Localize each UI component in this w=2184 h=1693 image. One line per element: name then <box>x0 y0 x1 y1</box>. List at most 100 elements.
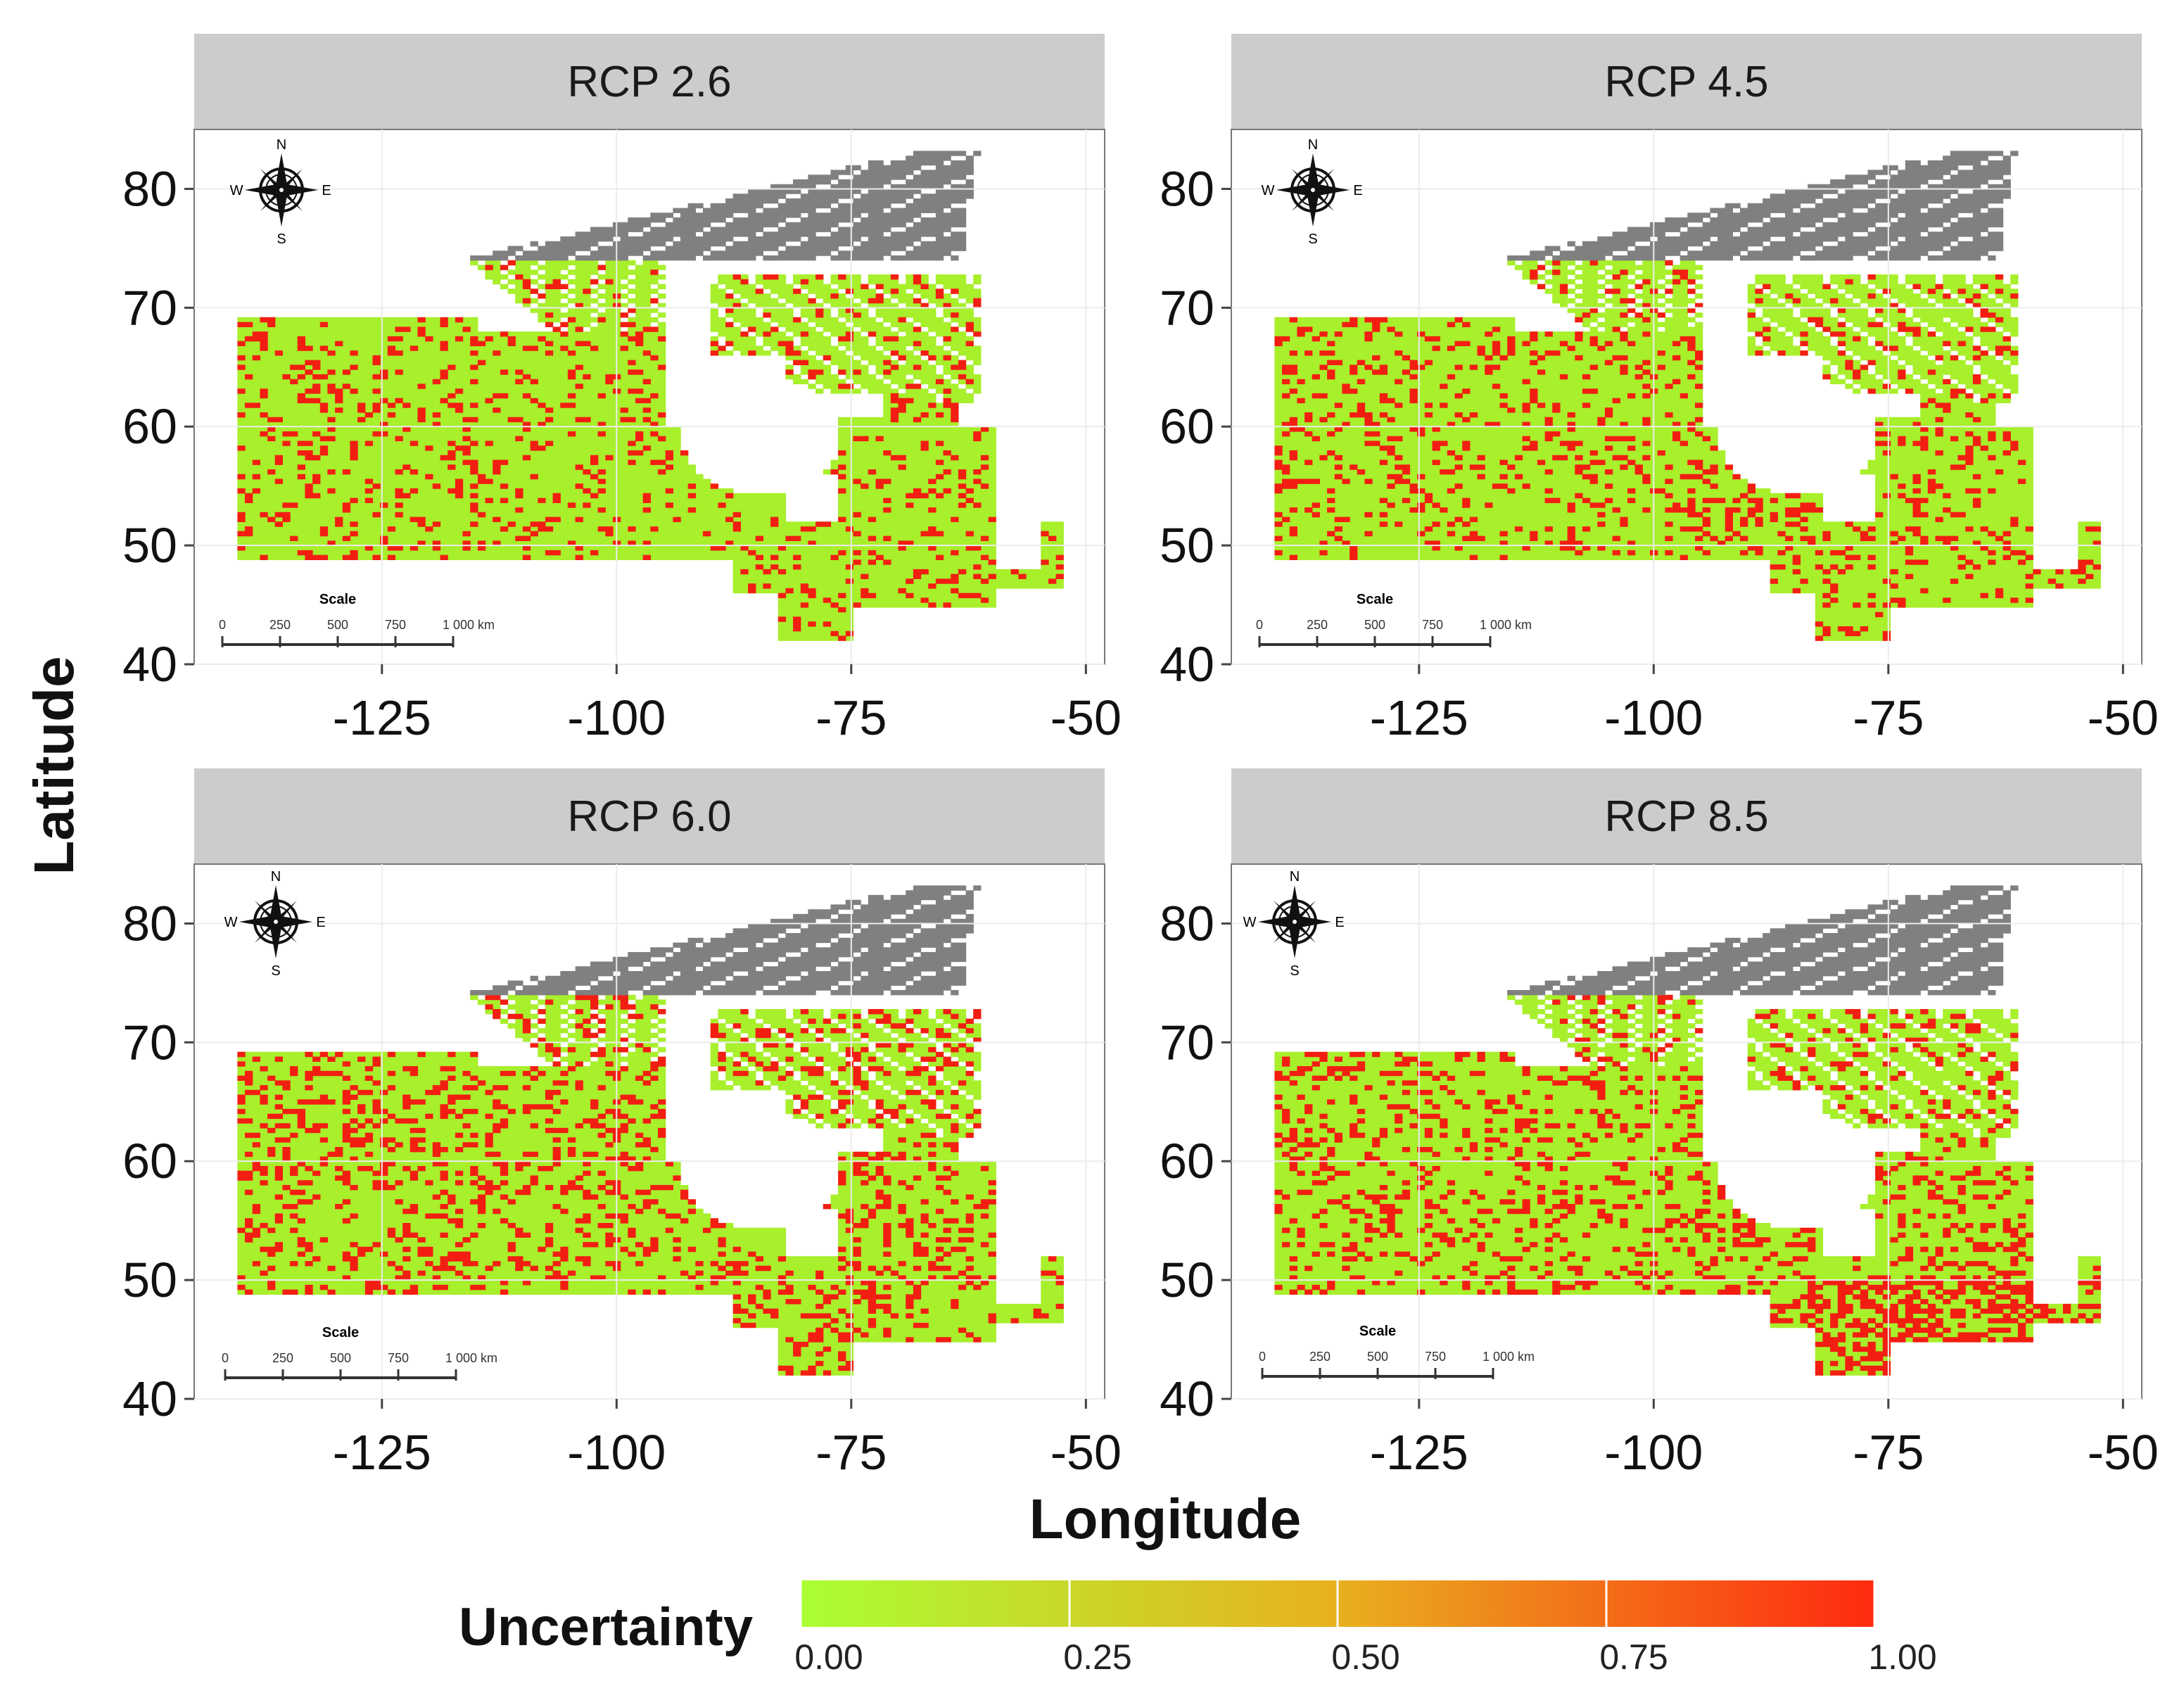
compass-w: W <box>224 915 238 930</box>
scale-label: 250 <box>1309 1350 1331 1364</box>
scale-label: 500 <box>327 618 348 632</box>
scale-label: 250 <box>1307 618 1328 632</box>
compass-w: W <box>1262 183 1275 198</box>
compass-w: W <box>1243 915 1257 930</box>
scale-bar: Scale 0 250 500 750 1 000 km <box>1259 1324 1535 1379</box>
compass-e: E <box>316 915 325 930</box>
compass-rose: N S E W <box>1262 137 1363 247</box>
panel-title: RCP 2.6 <box>567 58 731 106</box>
x-tick-label: -125 <box>1370 1425 1468 1480</box>
compass-rose: N S E W <box>224 869 326 979</box>
no-data-cells <box>1507 151 2019 261</box>
scale-label: 750 <box>1425 1350 1446 1364</box>
compass-s: S <box>277 232 286 247</box>
scale-label: 0 <box>219 618 226 632</box>
x-tick-label: -100 <box>567 1425 666 1480</box>
scale-title: Scale <box>1357 592 1393 607</box>
scale-label: 750 <box>1422 618 1443 632</box>
no-data-cells <box>470 151 982 261</box>
y-tick-label: 70 <box>1160 1015 1214 1070</box>
y-tick-label: 80 <box>1160 161 1214 216</box>
compass-n: N <box>1308 137 1318 153</box>
compass-s: S <box>1290 963 1299 979</box>
compass-n: N <box>277 137 286 153</box>
y-tick-label: 50 <box>122 518 177 573</box>
scale-title: Scale <box>1359 1324 1396 1339</box>
high-uncertainty-cells <box>237 260 1064 641</box>
y-axis-title: Latitude <box>23 656 85 875</box>
legend-title: Uncertainty <box>459 1597 753 1657</box>
scale-label: 500 <box>1367 1350 1388 1364</box>
scale-label: 750 <box>385 618 406 632</box>
panel-title: RCP 6.0 <box>567 792 731 841</box>
scale-bar: Scale 0 250 500 750 1 000 km <box>219 592 495 647</box>
panel-title-strip <box>194 34 1105 129</box>
y-tick-label: 80 <box>122 161 177 216</box>
y-tick-label: 50 <box>122 1253 177 1307</box>
scale-label: 250 <box>272 1351 293 1365</box>
y-tick-label: 40 <box>122 637 177 692</box>
x-tick-label: -100 <box>567 690 666 745</box>
legend-tick-label: 0.75 <box>1599 1637 1668 1677</box>
scale-label: 0 <box>1256 618 1263 632</box>
high-uncertainty-cells <box>237 994 1064 1376</box>
axes: -125 -100 -75 -50 80 70 60 50 40 -125 -100 -75 -50 80… <box>122 129 2159 1480</box>
scale-bar: Scale 0 250 500 750 1 000 km <box>1256 592 1532 647</box>
scale-label: 250 <box>269 618 291 632</box>
scale-label: 0 <box>1259 1350 1266 1364</box>
x-tick-label: -100 <box>1604 1425 1703 1480</box>
compass-n: N <box>1290 869 1300 884</box>
scale-label: 1 000 km <box>1480 618 1532 632</box>
compass-rose: N S E W <box>230 137 331 247</box>
color-legend: Uncertainty 0.00 0.25 0.50 0.75 1.00 <box>459 1580 1937 1677</box>
x-tick-label: -75 <box>815 1425 887 1480</box>
compass-e: E <box>1335 915 1344 930</box>
legend-tick-label: 1.00 <box>1868 1637 1936 1677</box>
y-tick-label: 60 <box>122 1134 177 1188</box>
legend-tick-label: 0.00 <box>794 1637 863 1677</box>
compass-s: S <box>271 963 280 979</box>
no-data-cells <box>1507 885 2019 996</box>
scale-label: 1 000 km <box>1483 1350 1535 1364</box>
y-tick-label: 70 <box>122 1015 177 1070</box>
x-tick-label: -75 <box>1853 1425 1924 1480</box>
panel-title: RCP 8.5 <box>1604 792 1768 841</box>
y-tick-label: 80 <box>122 896 177 951</box>
x-tick-label: -50 <box>2088 1425 2159 1480</box>
y-tick-label: 50 <box>1160 1253 1214 1307</box>
legend-tick-label: 0.50 <box>1331 1637 1399 1677</box>
x-tick-label: -125 <box>333 690 431 745</box>
y-tick-label: 70 <box>122 280 177 335</box>
y-tick-label: 40 <box>1160 1371 1214 1426</box>
x-tick-label: -75 <box>815 690 887 745</box>
panel-title-strip <box>1231 768 2142 864</box>
compass-n: N <box>271 869 281 884</box>
x-tick-label: -50 <box>1050 690 1122 745</box>
high-uncertainty-cells <box>1274 994 2101 1376</box>
x-tick-label: -75 <box>1853 690 1924 745</box>
compass-w: W <box>230 183 243 198</box>
scale-label: 1 000 km <box>445 1351 497 1365</box>
x-tick-label: -50 <box>2088 690 2159 745</box>
scale-title: Scale <box>322 1325 359 1340</box>
compass-rose: N S E W <box>1243 869 1345 979</box>
scale-label: 750 <box>388 1351 409 1365</box>
compass-s: S <box>1308 232 1317 247</box>
scale-bar: Scale 0 250 500 750 1 000 km <box>222 1325 497 1381</box>
no-data-cells <box>470 885 982 996</box>
y-tick-label: 50 <box>1160 518 1214 573</box>
legend-tick-label: 0.25 <box>1063 1637 1131 1677</box>
compass-e: E <box>322 183 331 198</box>
scale-label: 0 <box>222 1351 229 1365</box>
scale-label: 1 000 km <box>443 618 495 632</box>
x-axis-title: Longitude <box>1029 1488 1302 1550</box>
y-tick-label: 60 <box>122 399 177 454</box>
y-tick-label: 60 <box>1160 399 1214 454</box>
x-tick-label: -100 <box>1604 690 1703 745</box>
panel-title-strip <box>194 768 1105 864</box>
y-tick-label: 40 <box>122 1371 177 1426</box>
y-tick-label: 60 <box>1160 1134 1214 1188</box>
scale-title: Scale <box>319 592 356 607</box>
y-tick-label: 80 <box>1160 896 1214 951</box>
